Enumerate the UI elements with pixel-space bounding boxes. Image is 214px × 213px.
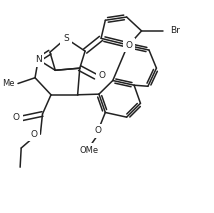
Text: O: O	[30, 130, 37, 139]
Text: O: O	[125, 41, 132, 50]
Text: N: N	[35, 55, 42, 64]
Text: Br: Br	[170, 26, 180, 35]
Text: O: O	[13, 113, 20, 122]
Text: OMe: OMe	[80, 146, 99, 155]
Text: O: O	[94, 127, 101, 135]
Text: S: S	[63, 34, 69, 43]
Text: Me: Me	[2, 79, 15, 88]
Text: O: O	[99, 71, 106, 80]
